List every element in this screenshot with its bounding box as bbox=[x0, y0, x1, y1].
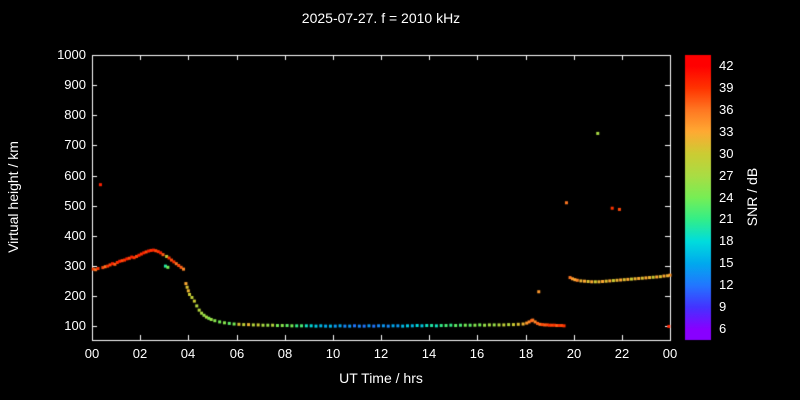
x-tick-label: 18 bbox=[518, 346, 534, 361]
x-tick-label: 16 bbox=[469, 346, 485, 361]
colorbar-tick-label: 6 bbox=[719, 321, 727, 336]
colorbar-tick-label: 12 bbox=[719, 277, 734, 292]
x-tick-label: 12 bbox=[373, 346, 389, 361]
y-tick-label: 800 bbox=[64, 107, 86, 122]
y-tick-label: 1000 bbox=[57, 47, 86, 62]
x-tick-label: 08 bbox=[277, 346, 293, 361]
colorbar-tick-label: 27 bbox=[719, 168, 734, 183]
y-tick-label: 300 bbox=[64, 258, 86, 273]
colorbar-tick-label: 15 bbox=[719, 255, 734, 270]
x-tick-label: 02 bbox=[132, 346, 148, 361]
x-tick-label: 06 bbox=[229, 346, 245, 361]
colorbar-tick-label: 39 bbox=[719, 80, 734, 95]
colorbar-tick-label: 30 bbox=[719, 146, 734, 161]
y-tick-label: 700 bbox=[64, 137, 86, 152]
colorbar-tick-label: 33 bbox=[719, 124, 734, 139]
x-axis-label: UT Time / hrs bbox=[339, 370, 423, 386]
colorbar-tick-label: 9 bbox=[719, 299, 727, 314]
colorbar-tick-label: 18 bbox=[719, 233, 734, 248]
y-tick-label: 500 bbox=[64, 198, 86, 213]
x-tick-label: 10 bbox=[325, 346, 341, 361]
chart-title: 2025-07-27. f = 2010 kHz bbox=[301, 10, 461, 26]
colorbar-tick-label: 36 bbox=[719, 102, 734, 117]
x-tick-label: 20 bbox=[566, 346, 582, 361]
y-tick-label: 600 bbox=[64, 168, 86, 183]
y-tick-label: 200 bbox=[64, 288, 86, 303]
y-tick-label: 100 bbox=[64, 318, 86, 333]
colorbar-tick-label: 21 bbox=[719, 211, 734, 226]
x-tick-label: 14 bbox=[421, 346, 437, 361]
y-tick-label: 900 bbox=[64, 77, 86, 92]
x-tick-label: 00 bbox=[662, 346, 678, 361]
x-tick-label: 22 bbox=[614, 346, 630, 361]
x-tick-label: 00 bbox=[84, 346, 100, 361]
x-tick-label: 04 bbox=[180, 346, 196, 361]
colorbar-tick-label: 24 bbox=[719, 190, 734, 205]
y-tick-label: 400 bbox=[64, 228, 86, 243]
colorbar-tick-label: 42 bbox=[719, 58, 734, 73]
y-axis-label: Virtual height / km bbox=[5, 141, 21, 253]
